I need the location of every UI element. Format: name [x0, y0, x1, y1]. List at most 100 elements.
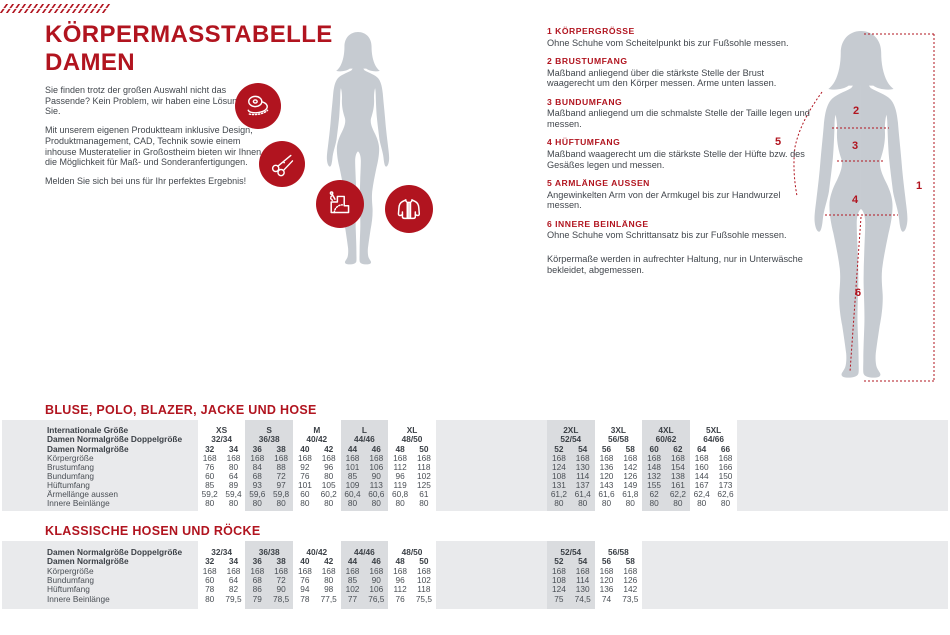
value-cell: 62,2 [669, 489, 686, 500]
group-header-cell: XL [406, 425, 418, 436]
value-cell: 126 [623, 470, 638, 481]
badge-scissors [259, 141, 305, 187]
value-cell: 90 [371, 574, 381, 585]
value-cell: 80 [625, 498, 635, 509]
group-header-cell: 56/58 [608, 434, 629, 445]
size-cell: 64 [697, 443, 707, 454]
value-cell: 98 [324, 584, 334, 595]
value-cell: 59,2 [201, 489, 218, 500]
value-cell: 85 [347, 574, 358, 585]
size-cell: 40 [300, 443, 310, 454]
value-cell: 124 [551, 461, 566, 472]
value-cell: 168 [416, 452, 431, 463]
value-cell: 142 [623, 584, 638, 595]
badge-sewing-pattern [316, 180, 364, 228]
value-cell: 118 [417, 461, 431, 472]
value-cell: 132 [647, 470, 662, 481]
value-cell: 80 [324, 498, 334, 509]
value-cell: 167 [694, 480, 709, 491]
value-cell: 72 [276, 574, 286, 585]
value-cell: 144 [694, 470, 709, 481]
value-cell: 161 [670, 480, 685, 491]
size-cell: 56 [601, 556, 612, 567]
value-cell: 150 [718, 470, 733, 481]
value-cell: 168 [369, 452, 384, 463]
value-cell: 137 [575, 480, 590, 491]
value-cell: 80 [228, 461, 239, 472]
value-cell: 60 [205, 574, 215, 585]
value-cell: 168 [575, 452, 590, 463]
instruction-text: Maßband anliegend um die schmalste Stell… [547, 108, 810, 129]
value-cell: 108 [551, 574, 566, 585]
value-cell: 80 [228, 498, 239, 509]
group-header-cell: 4XL [658, 425, 674, 436]
group-header-cell: L [361, 425, 367, 436]
table-row-label: Innere Beinlänge [47, 593, 110, 604]
value-cell: 80 [720, 498, 731, 509]
value-cell: 77,5 [320, 593, 337, 604]
instruction-item-1: 1 KÖRPERGRÖSSE Ohne Schuhe vom Scheitelpu… [547, 26, 812, 48]
instruction-title: 3 BUNDUMFANG [547, 96, 623, 107]
size-cell: 32 [205, 556, 215, 567]
value-cell: 76 [300, 470, 310, 481]
table-band [2, 541, 948, 609]
size-group-panel [197, 541, 246, 609]
value-cell: 76,5 [368, 593, 385, 604]
badge-measuring-tape [235, 83, 281, 129]
value-cell: 168 [551, 452, 566, 463]
size-cell: 42 [324, 443, 334, 454]
value-cell: 76 [300, 574, 310, 585]
size-group-panel [197, 420, 246, 511]
value-cell: 80 [347, 498, 358, 509]
group-header-cell: 60/62 [655, 434, 677, 445]
value-cell: 80 [205, 593, 215, 604]
value-cell: 125 [416, 480, 431, 491]
instruction-text: Ohne Schuhe vom Scheitelpunkt bis zur Fu… [547, 37, 789, 48]
value-cell: 130 [575, 461, 590, 472]
value-cell: 168 [202, 452, 217, 463]
size-group-panel [340, 420, 389, 511]
size-group-panel [340, 541, 389, 609]
group-header-cell: S [266, 425, 272, 436]
size-cell: 34 [228, 556, 239, 567]
value-cell: 84 [252, 461, 262, 472]
jacket-icon [397, 199, 421, 220]
size-cell: 38 [276, 556, 286, 567]
value-cell: 90 [371, 470, 381, 481]
value-cell: 168 [416, 565, 431, 576]
instruction-title: 6 INNERE BEINLÄNGE [547, 218, 649, 229]
value-cell: 130 [575, 584, 590, 595]
value-cell: 60 [300, 489, 310, 500]
size-cell: 50 [419, 556, 429, 567]
value-cell: 96 [324, 461, 334, 472]
female-silhouette [318, 30, 398, 268]
value-cell: 102 [416, 574, 431, 585]
value-cell: 106 [369, 461, 384, 472]
value-cell: 59,4 [225, 489, 242, 500]
size-cell: 40 [300, 556, 310, 567]
value-cell: 80 [578, 498, 588, 509]
value-cell: 120 [599, 574, 614, 585]
value-cell: 166 [718, 461, 733, 472]
value-cell: 61,6 [598, 489, 615, 500]
value-cell: 75 [554, 593, 564, 604]
value-cell: 79 [252, 593, 262, 604]
measure-line-1 [864, 33, 935, 382]
size-cell: 62 [673, 443, 683, 454]
size-cell: 46 [371, 556, 381, 567]
group-header-cell: 2XL [563, 425, 579, 436]
measure-note: Körpermaße werden in aufrechter Haltung,… [547, 253, 803, 275]
value-cell: 120 [599, 470, 614, 481]
value-cell: 142 [623, 461, 638, 472]
diagram-marker-6: 6 [855, 287, 862, 299]
group-header-cell: 44/46 [354, 546, 375, 557]
table1-heading: BLUSE, POLO, BLAZER, JACKE UND HOSE [45, 403, 317, 417]
value-cell: 86 [252, 584, 262, 595]
size-cell: 58 [625, 556, 635, 567]
size-group-panel [245, 541, 293, 609]
value-cell: 68 [252, 470, 262, 481]
table-row-label: Hüftumfang [47, 584, 90, 595]
diagram-marker-3: 3 [852, 140, 859, 152]
value-cell: 138 [670, 470, 685, 481]
value-cell: 118 [417, 584, 431, 595]
